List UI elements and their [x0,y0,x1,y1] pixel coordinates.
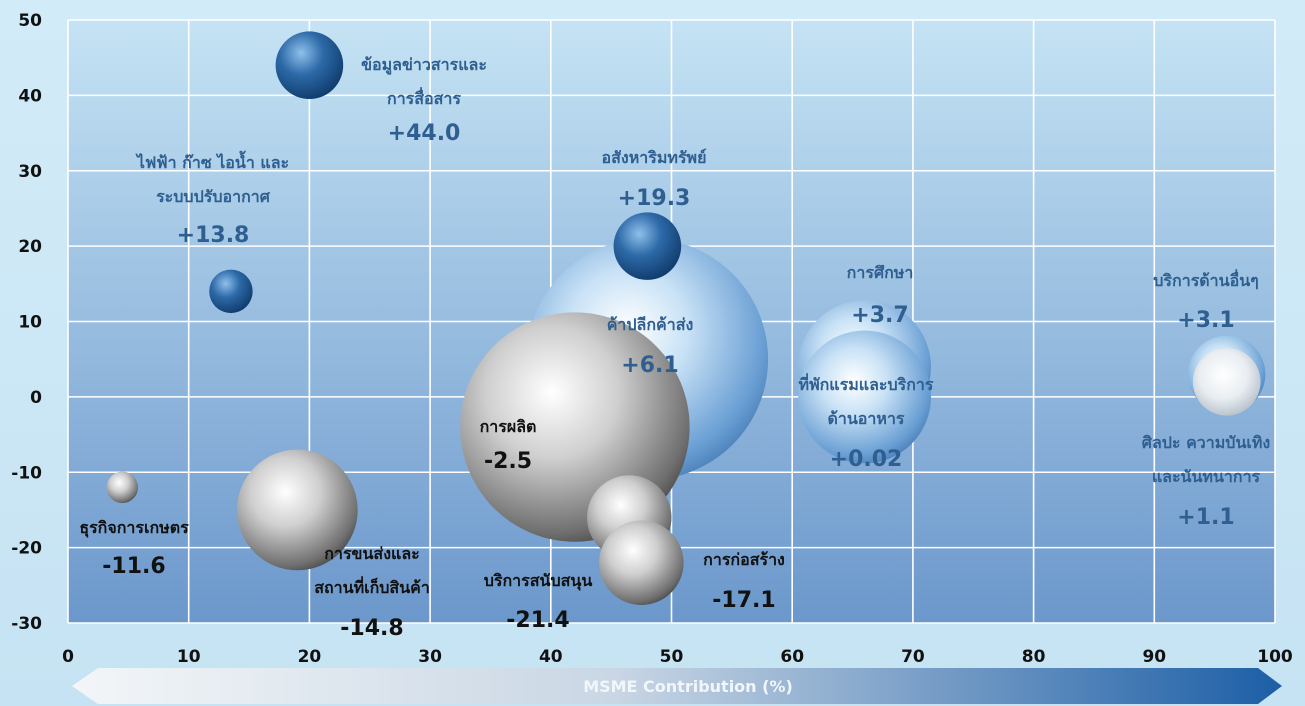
label-support-services: บริการสนับสนุน -21.4 [484,571,593,633]
y-tick-label: -10 [11,463,42,483]
x-tick-label: 0 [62,647,74,667]
label-text: ค้าปลีกค้าส่ง [607,315,694,334]
value-label: -2.5 [484,449,532,474]
label-text: ศิลปะ ความบันเทิง [1142,433,1270,452]
label-text: ระบบปรับอากาศ [156,187,271,206]
y-tick-label: 10 [18,313,42,333]
label-real-estate: อสังหาริมทรัพย์ +19.3 [602,148,707,211]
y-tick-label: 0 [30,388,42,408]
bubbles [106,31,1266,605]
x-tick-label: 80 [1022,647,1046,667]
y-tick-label: 30 [18,162,42,182]
value-label: +3.1 [1177,308,1234,333]
y-tick-label: 20 [18,237,42,257]
value-label: +6.1 [621,353,678,378]
label-text: การศึกษา [847,263,914,282]
bubble-construction [599,520,684,605]
label-agriculture: ธุรกิจการเกษตร -11.6 [79,518,189,579]
bubble-arts [1192,348,1261,416]
label-text: บริการสนับสนุน [484,571,593,591]
value-label: -11.6 [102,554,165,579]
label-text: การสื่อสาร [387,87,461,108]
x-tick-label: 10 [177,647,201,667]
label-text: สถานที่เก็บสินค้า [314,576,430,597]
x-tick-label: 30 [418,647,442,667]
label-text: อสังหาริมทรัพย์ [602,148,707,167]
bubble-ict [275,31,344,100]
y-tick-label: -30 [11,614,42,634]
label-text: ที่พักแรมและบริการ [799,373,934,394]
value-label: +1.1 [1177,505,1234,530]
label-education: การศึกษา +3.7 [847,263,914,328]
x-tick-label: 50 [660,647,684,667]
x-tick-label: 90 [1142,647,1166,667]
label-other-services: บริการด้านอื่นๆ +3.1 [1153,269,1258,333]
label-text: การขนส่งและ [324,544,419,563]
value-label: -14.8 [340,616,403,641]
value-label: +3.7 [851,303,908,328]
label-manufacturing: การผลิต -2.5 [480,417,537,474]
value-label: +13.8 [177,223,250,248]
bubble-real-estate [613,212,682,280]
y-tick-label: 40 [18,86,42,106]
label-text: ไฟฟ้า ก๊าซ ไอน้ำ และ [135,150,289,172]
bubble-transport [236,449,358,571]
value-label: -17.1 [712,588,775,613]
x-tick-label: 60 [780,647,804,667]
label-text: การก่อสร้าง [703,550,785,569]
value-label: +0.02 [830,447,903,472]
label-text: และนันทนาการ [1152,467,1261,486]
label-text: ธุรกิจการเกษตร [79,518,189,538]
value-label: -21.4 [506,608,569,633]
x-axis-arrow [72,668,1282,704]
label-accommodation: ที่พักแรมและบริการด้านอาหาร +0.02 [799,373,934,472]
label-text: ด้านอาหาร [827,409,904,428]
label-text: ข้อมูลข่าวสารและ [361,55,487,76]
value-label: +44.0 [388,121,461,146]
bubble-agriculture [106,471,139,504]
x-tick-label: 20 [298,647,322,667]
label-text: การผลิต [480,417,537,436]
y-tick-label: 50 [18,11,42,31]
label-wholesale-retail: ค้าปลีกค้าส่ง +6.1 [607,315,694,378]
bubble-energy [209,269,253,314]
x-axis-title: MSME Contribution (%) [583,677,793,696]
label-text: บริการด้านอื่นๆ [1153,269,1258,290]
y-tick-label: -20 [11,539,42,559]
x-tick-label: 100 [1257,647,1293,667]
x-tick-label: 70 [901,647,925,667]
label-construction: การก่อสร้าง -17.1 [703,550,785,613]
x-tick-label: 40 [539,647,563,667]
axes: 0 10 20 30 40 50 60 70 80 90 100 -30 -20 -10 0 10 20 30 40… [11,11,1293,667]
bubble-labels: การผลิต -2.5 ค้าปลีกค้าส่ง +6.1 ข้อมูลข่าวสา… [79,55,1270,641]
bubble-accommodation [798,330,932,464]
value-label: +19.3 [618,186,691,211]
